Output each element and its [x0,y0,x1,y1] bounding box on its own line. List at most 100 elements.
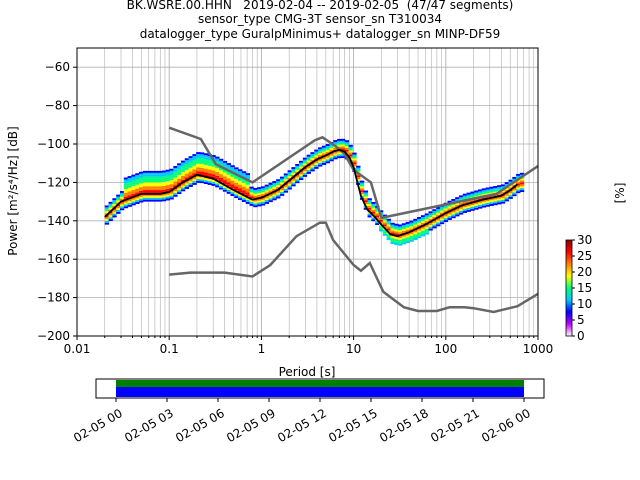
psd-cell [474,207,479,210]
psd-cell [481,190,487,193]
psd-cell [253,205,258,208]
psd-cell [493,189,498,192]
psd-cell [497,189,502,191]
psd-cell [371,207,376,210]
psd-cell [405,233,410,236]
psd-cell [161,199,167,202]
psd-cell [356,177,361,180]
psd-cell [199,152,205,155]
psd-cell [306,168,311,171]
psd-cell [215,173,220,176]
psd-cell [329,147,334,150]
psd-cell [519,186,525,189]
psd-cell [158,195,163,198]
psd-cell [306,170,311,172]
psd-cell [417,224,422,227]
psd-cell [291,178,296,181]
psd-cell [139,181,144,184]
psd-cell [192,177,197,180]
psd-cell [135,182,140,185]
psd-cell [409,235,414,238]
psd-cell [245,182,250,185]
psd-cell [249,202,254,204]
psd-cell [451,216,456,219]
coverage-top-band [116,380,524,387]
psd-cell [211,155,216,158]
psd-cell [173,183,178,186]
psd-cell [378,221,384,224]
psd-cell [180,187,186,190]
psd-cell [135,180,140,183]
psd-cell [161,189,167,192]
psd-cell [203,162,209,165]
psd-cell [512,178,517,181]
psd-cell [119,196,125,199]
psd-cell [481,199,487,202]
psd-cell [199,154,205,157]
psd-cell [161,185,167,188]
psd-cell [436,210,441,213]
psd-cell [127,177,132,180]
psd-cell [295,167,300,170]
psd-cell [386,222,391,225]
psd-cell [314,166,319,169]
psd-cell [234,182,239,185]
psd-cell [257,202,262,205]
psd-cell [337,152,342,155]
psd-cell [420,219,426,221]
psd-cell [119,206,125,209]
psd-cell [359,190,365,193]
psd-cell [245,194,250,197]
psd-cell [165,188,171,191]
psd-cell [169,178,174,181]
psd-cell [489,202,494,205]
psd-cell [131,191,136,194]
psd-cell [447,208,452,211]
colorbar-tick-label: 10 [577,297,592,311]
psd-cell [424,226,429,229]
psd-cell [184,160,190,163]
psd-cell [321,153,327,156]
psd-cell [314,155,319,158]
psd-cell [318,160,323,163]
psd-cell [390,241,395,244]
psd-cell [146,197,151,200]
psd-cell [199,161,205,164]
psd-cell [238,186,243,189]
psd-cell [241,175,247,177]
psd-cell [154,186,159,189]
psd-cell [398,230,403,233]
psd-cell [455,214,460,217]
psd-cell [367,213,372,216]
psd-cell [356,179,361,182]
psd-cell [165,192,171,195]
psd-cell [439,208,445,211]
psd-cell [432,220,437,223]
psd-cell [508,179,513,182]
psd-cell [367,215,372,218]
psd-cell [139,196,144,199]
psd-cell [462,195,468,198]
psd-cell [203,153,209,156]
psd-cell [180,172,186,175]
colorbar-bar [565,239,573,337]
psd-cell [409,239,414,242]
y-ticks: −200 −180 −160 −140 −120 −100 −80 −60 [37,60,77,343]
psd-cell [375,207,380,210]
psd-cell [493,199,498,202]
psd-cell [173,179,178,182]
psd-cell [409,222,414,225]
psd-cell [462,193,468,196]
psd-cell [215,175,220,178]
psd-cell [321,159,327,162]
psd-cell [219,183,224,186]
psd-cell [119,208,125,211]
psd-cell [260,186,266,189]
psd-cell [439,216,445,219]
psd-cell [127,201,132,203]
psd-cell [436,218,441,221]
psd-cell [424,228,429,231]
psd-cell [127,179,132,182]
psd-cell [371,202,376,204]
x-tick-label: 1 [258,342,266,356]
